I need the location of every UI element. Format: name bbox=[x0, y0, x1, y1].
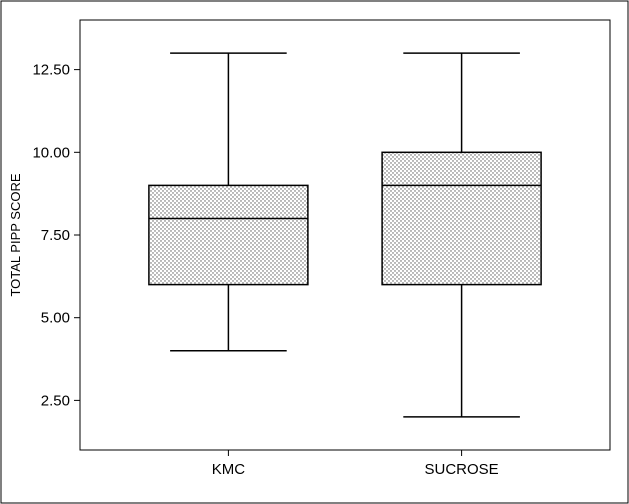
y-tick-label: 7.50 bbox=[41, 227, 70, 244]
x-category-label: KMC bbox=[212, 461, 246, 478]
x-axis-ticks: KMC SUCROSE bbox=[212, 450, 499, 478]
y-axis-ticks: 2.50 5.00 7.50 10.00 12.50 bbox=[32, 62, 80, 410]
box-kmc bbox=[149, 53, 308, 351]
y-tick-label: 10.00 bbox=[32, 144, 70, 161]
box-sucrose bbox=[382, 53, 541, 417]
box-rect bbox=[149, 185, 308, 284]
y-axis-title: TOTAL PIPP SCORE bbox=[8, 173, 23, 296]
y-tick-label: 5.00 bbox=[41, 310, 70, 327]
chart-svg: TOTAL PIPP SCORE 2.505.007.5010.0012.50 … bbox=[0, 0, 629, 504]
y-tick-label: 12.50 bbox=[32, 62, 70, 79]
box-rect bbox=[382, 152, 541, 284]
boxplot-chart: TOTAL PIPP SCORE 2.505.007.5010.0012.50 … bbox=[0, 0, 629, 504]
box-series bbox=[149, 53, 541, 417]
x-category-label: SUCROSE bbox=[425, 461, 499, 478]
y-tick-label: 2.50 bbox=[41, 392, 70, 409]
